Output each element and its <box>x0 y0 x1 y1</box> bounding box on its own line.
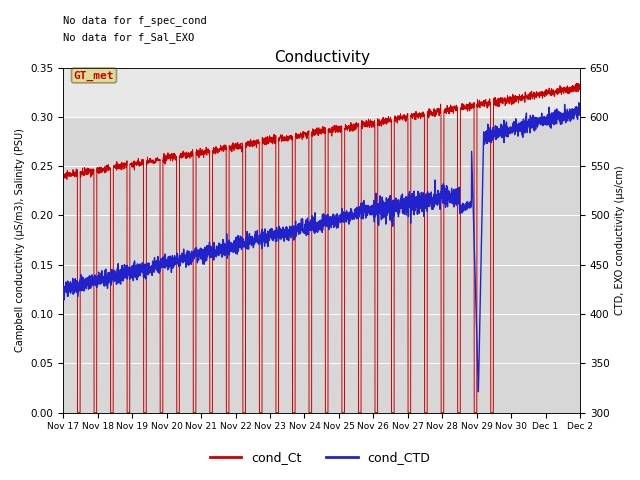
Y-axis label: Campbell conductivity (µS/m3), Salinity (PSU): Campbell conductivity (µS/m3), Salinity … <box>15 128 25 352</box>
Title: Conductivity: Conductivity <box>274 50 370 65</box>
Text: No data for f_Sal_EXO: No data for f_Sal_EXO <box>63 32 195 43</box>
Y-axis label: CTD, EXO conductivity (µs/cm): CTD, EXO conductivity (µs/cm) <box>615 165 625 315</box>
Bar <box>63 117 580 413</box>
Text: No data for f_spec_cond: No data for f_spec_cond <box>63 15 207 26</box>
Legend: cond_Ct, cond_CTD: cond_Ct, cond_CTD <box>205 446 435 469</box>
Text: GT_met: GT_met <box>74 71 114 81</box>
